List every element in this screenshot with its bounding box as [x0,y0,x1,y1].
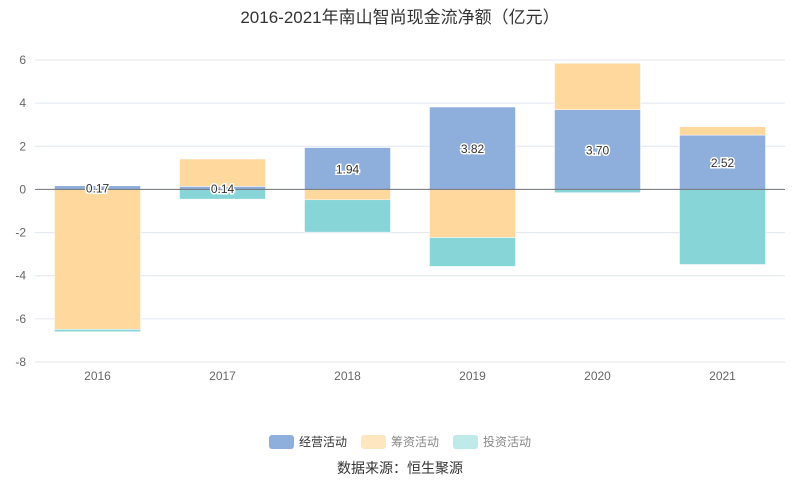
legend: 经营活动 筹资活动 投资活动 [0,433,800,450]
legend-swatch [268,434,294,449]
bar-financing [304,189,391,201]
x-tick-label: 2021 [709,369,736,383]
source-note: 数据来源：恒生聚源 [337,460,463,476]
x-tick-label: 2018 [334,369,361,383]
y-tick-label: -6 [15,312,26,326]
y-tick-label: -2 [15,226,26,240]
legend-item[interactable]: 经营活动 [268,433,347,450]
legend-label: 投资活动 [483,435,532,449]
legend-item[interactable]: 筹资活动 [360,433,439,450]
legend-label: 经营活动 [298,435,347,449]
x-tick-label: 2019 [459,369,486,383]
bar-operating [304,147,391,190]
bar-financing [554,62,641,110]
y-tick-label: 6 [19,53,26,67]
data-label: 0.14 [211,182,235,196]
chart-title: 2016-2021年南山智尚现金流净额（亿元） [240,8,560,27]
x-tick-label: 2016 [84,369,111,383]
y-tick-label: 4 [19,96,26,110]
bar-financing [679,126,766,136]
bar-financing [179,158,266,187]
legend-item[interactable]: 投资活动 [453,433,531,450]
y-tick-label: -8 [15,355,26,369]
data-label: 2.52 [711,156,735,170]
bar-operating [429,106,516,190]
bar-investing [679,189,766,265]
chart-plot: 6 4 2 0 -2 -4 -6 -8 2016 2017 2018 2019 2020 2021 0.17… [15,53,785,383]
bar-investing [429,237,516,267]
y-tick-label: 2 [19,139,26,153]
x-tick-label: 2017 [209,369,236,383]
bar-investing [304,199,391,233]
legend-swatch [360,434,386,449]
legend-swatch [453,434,478,449]
x-tick-label: 2020 [584,369,611,383]
y-tick-label: -4 [15,269,26,283]
bar-investing [54,329,141,333]
data-label: 3.82 [461,142,485,156]
bar-financing [54,189,141,330]
legend-label: 筹资活动 [390,435,439,449]
bar-financing [429,189,516,238]
data-label: 3.70 [586,144,610,158]
data-label: 0.17 [86,182,110,196]
bar-operating [679,134,766,190]
data-label: 1.94 [336,163,360,177]
y-tick-label: 0 [19,182,26,196]
